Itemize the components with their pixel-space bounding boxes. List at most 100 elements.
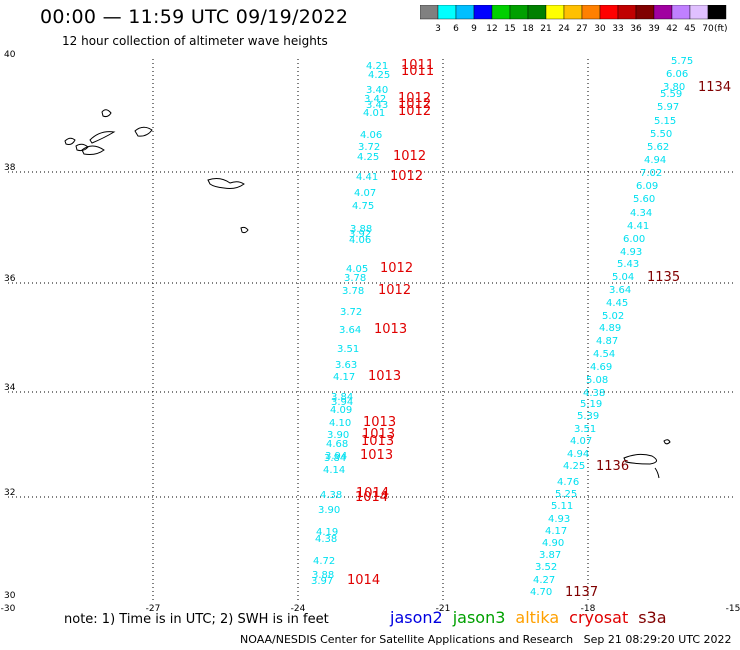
swh-value: 3.80 (663, 82, 685, 93)
swh-labels: 4.214.253.403.423.434.014.063.724.254.41… (311, 56, 731, 600)
lat-tick-label: 32 (4, 488, 15, 498)
lat-tick-label: 40 (4, 50, 16, 60)
note-text: note: 1) Time is in UTC; 2) SWH is in fe… (64, 612, 329, 627)
swh-value: 3.88 (350, 224, 372, 235)
color-scale-tick: 30 (594, 24, 606, 34)
island-flores (101, 109, 112, 118)
swh-value: 3.90 (318, 505, 340, 516)
swh-value: 5.19 (580, 399, 602, 410)
swh-value: 4.94 (644, 155, 666, 166)
lat-lon-grid: -30 -27 -24 -21 -18 -15 40 38 36 34 32 30 (1, 50, 740, 614)
swh-value: 3.51 (337, 344, 359, 355)
swh-value: 4.01 (363, 108, 385, 119)
swh-value: 4.54 (593, 349, 615, 360)
lon-tick-label: -27 (146, 604, 161, 614)
island-outlines (64, 109, 671, 479)
rev-number: 1137 (565, 585, 598, 600)
island-sao-jorge (89, 131, 116, 144)
color-scale-tick: 70 (702, 24, 714, 34)
swh-value: 4.06 (360, 130, 382, 141)
swh-value: 5.04 (612, 272, 634, 283)
swh-value: 4.25 (357, 152, 379, 163)
lon-tick-label: -15 (726, 604, 740, 614)
swh-value: 6.00 (623, 234, 645, 245)
swh-value: 3.52 (535, 562, 557, 573)
swh-value: 5.08 (586, 375, 608, 386)
color-scale-tick: 33 (612, 24, 623, 34)
color-swatch (707, 5, 727, 20)
island-pico (81, 145, 105, 155)
swh-value: 5.15 (654, 116, 676, 127)
swh-value: 4.76 (557, 477, 579, 488)
footer-credit: NOAA/NESDIS Center for Satellite Applica… (240, 633, 732, 646)
map-subtitle: 12 hour collection of altimeter wave hei… (62, 34, 328, 48)
swh-value: 5.43 (617, 259, 639, 270)
island-madeira (623, 453, 657, 465)
lon-tick-label: -24 (291, 604, 306, 614)
swh-value: 3.88 (312, 570, 334, 581)
legend-jason2: jason2 (390, 608, 443, 627)
swh-value: 5.60 (633, 194, 655, 205)
swh-value: 4.41 (356, 172, 378, 183)
rev-number: 1012 (380, 261, 413, 276)
color-scale-tick: 9 (471, 24, 477, 34)
swh-value: 3.43 (366, 100, 388, 111)
rev-number: 1013 (361, 434, 394, 449)
swh-value: 3.92 (349, 229, 371, 240)
swh-value: 5.62 (647, 142, 669, 153)
swh-value: 3.94 (325, 451, 347, 462)
swh-value: 4.05 (346, 264, 368, 275)
swh-value: 5.59 (660, 89, 682, 100)
swh-value: 4.94 (567, 449, 589, 460)
color-scale-tick: 18 (522, 24, 534, 34)
swh-value: 3.84 (324, 453, 346, 464)
swh-value: 3.90 (327, 430, 349, 441)
swh-value: 4.89 (599, 323, 621, 334)
swh-value: 4.90 (542, 538, 564, 549)
lon-tick-label: -30 (1, 604, 16, 614)
rev-number: 1012 (390, 169, 423, 184)
swh-value: 4.14 (323, 465, 345, 476)
rev-number: 1136 (596, 459, 629, 474)
swh-value: 4.45 (606, 298, 628, 309)
rev-number: 1011 (401, 58, 434, 73)
swh-value: 3.64 (609, 285, 631, 296)
swh-value: 4.10 (329, 418, 351, 429)
swh-value: 3.64 (339, 325, 361, 336)
swh-value: 4.21 (366, 61, 388, 72)
rev-number: 1013 (362, 427, 395, 442)
legend-s3a: s3a (638, 608, 667, 627)
swh-value: 4.07 (570, 436, 592, 447)
swh-value: 4.38 (320, 490, 342, 501)
color-scale-tick: 45 (684, 24, 695, 34)
swh-value: 5.39 (577, 411, 599, 422)
lon-tick-label: -18 (581, 604, 596, 614)
swh-value: 3.78 (344, 273, 366, 284)
swh-value: 3.97 (311, 576, 333, 587)
swh-value: 4.27 (533, 575, 555, 586)
lat-tick-label: 36 (4, 274, 16, 284)
rev-number: 1013 (374, 322, 407, 337)
swh-value: 5.75 (671, 56, 693, 67)
swh-value: 4.75 (352, 201, 374, 212)
rev-number: 1013 (363, 415, 396, 430)
swh-value: 4.17 (545, 526, 567, 537)
color-scale-tick: 6 (453, 24, 459, 34)
lat-tick-label: 38 (4, 163, 16, 173)
swh-value: 5.11 (551, 501, 573, 512)
satellite-legend: jason2 jason3 altika cryosat s3a (390, 608, 677, 627)
swh-value: 4.34 (630, 208, 652, 219)
swh-value: 3.72 (358, 142, 380, 153)
lat-tick-label: 30 (4, 591, 16, 601)
swh-value: 4.17 (333, 372, 355, 383)
island-corvo (64, 137, 76, 145)
swh-value: 4.70 (530, 587, 552, 598)
rev-number: 1014 (356, 486, 389, 501)
color-scale-unit: (ft) (714, 24, 728, 34)
swh-value: 4.25 (563, 461, 585, 472)
swh-value: 5.97 (657, 102, 679, 113)
rev-number: 1012 (398, 91, 431, 106)
color-scale-tick: 21 (540, 24, 551, 34)
island-terceira (134, 126, 153, 137)
island-sao-miguel (207, 178, 245, 189)
